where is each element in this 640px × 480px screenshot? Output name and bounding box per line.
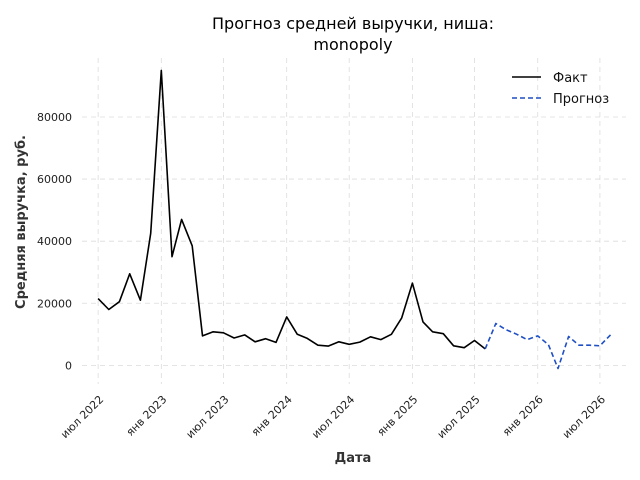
y-tick-label: 40000: [37, 235, 72, 248]
chart-title: Прогноз средней выручки, ниша: monopoly: [212, 14, 494, 54]
y-tick-label: 80000: [37, 111, 72, 124]
series-line-forecast: [484, 322, 612, 370]
chart-title-line-2: monopoly: [313, 35, 392, 54]
y-tick-label: 20000: [37, 297, 72, 310]
chart-title-line-1: Прогноз средней выручки, ниша:: [212, 14, 494, 33]
legend-label: Факт: [553, 71, 588, 86]
x-gridlines: [97, 58, 601, 384]
y-axis-label: Средняя выручка, руб.: [14, 135, 29, 309]
series-lines: [97, 69, 612, 370]
y-tick-label: 60000: [37, 173, 72, 186]
x-axis-label: Дата: [335, 451, 372, 466]
y-tick-label: 0: [65, 359, 72, 372]
y-tick-labels: 0 20000 40000 60000 80000: [37, 111, 72, 372]
y-gridlines: [82, 116, 626, 366]
legend-label: Прогноз: [553, 92, 609, 107]
series-line-actual: [97, 69, 486, 350]
legend: Факт Прогноз: [512, 71, 609, 107]
